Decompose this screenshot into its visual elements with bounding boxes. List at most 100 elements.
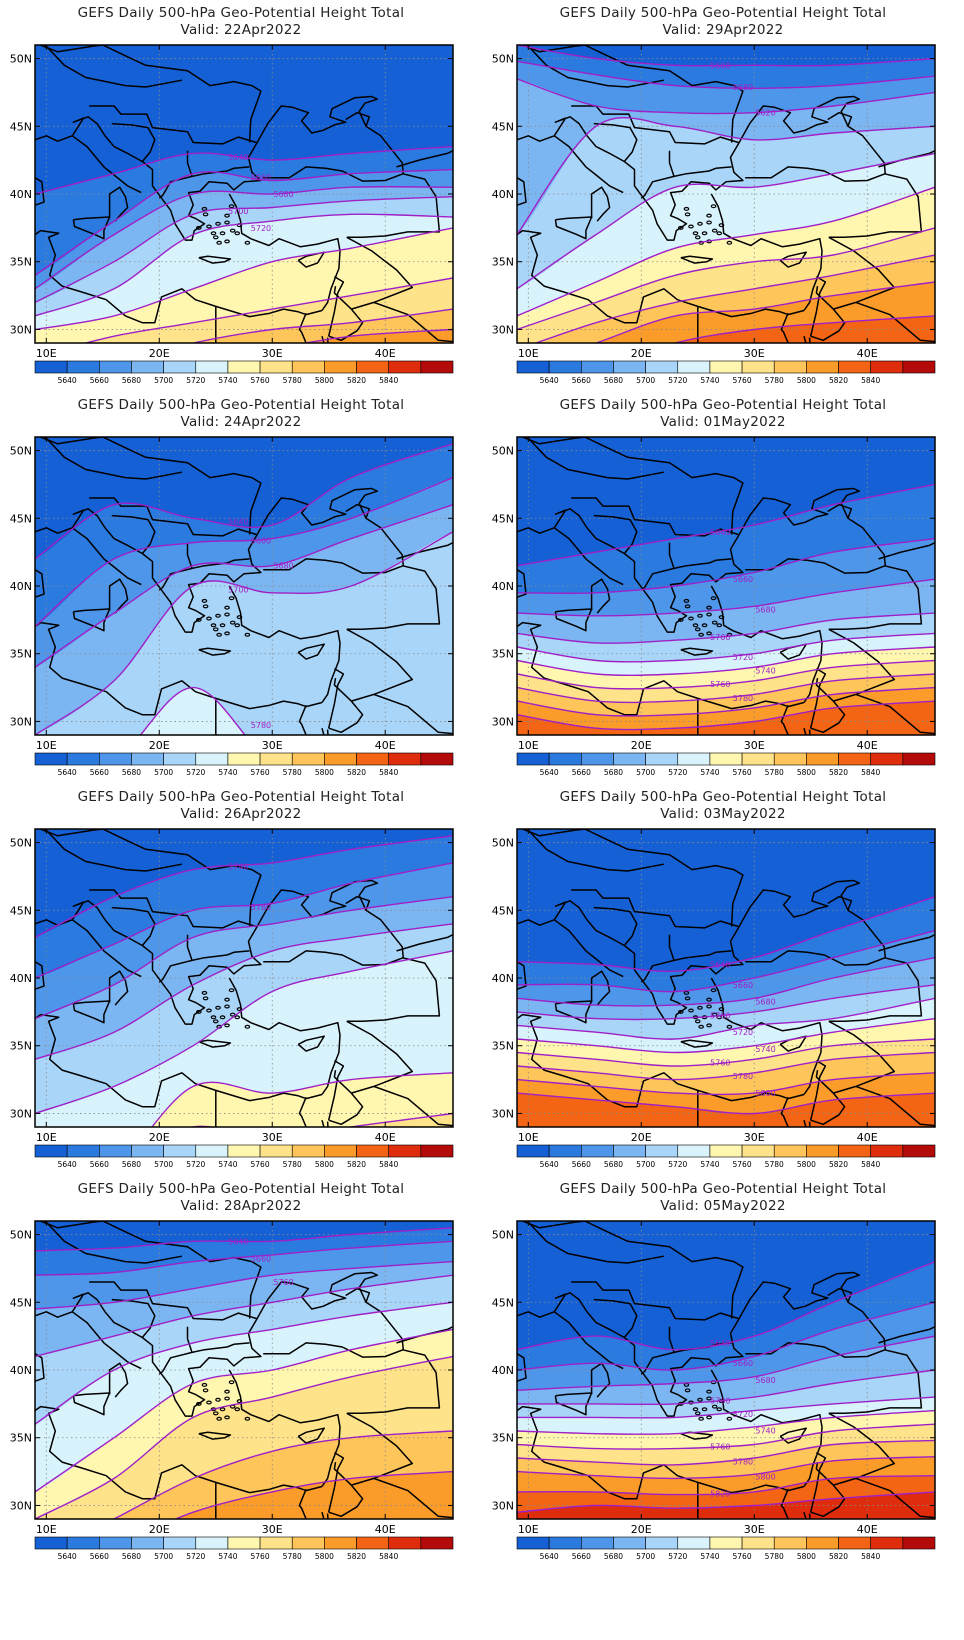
contour-label: 5640 <box>228 153 248 162</box>
island <box>706 1389 712 1394</box>
colorbar-swatch <box>806 1536 839 1550</box>
lat-label: 30N <box>10 715 32 728</box>
colorbar-swatch <box>902 1536 936 1550</box>
colorbar-swatch <box>356 1144 389 1158</box>
coastline <box>44 437 183 480</box>
contour-label: 5760 <box>710 1443 730 1452</box>
lon-label: 40E <box>857 347 878 360</box>
colorbar-label: 5840 <box>861 1552 880 1561</box>
island <box>215 1397 221 1402</box>
height-band <box>517 1093 935 1127</box>
colorbar-label: 5720 <box>668 376 687 385</box>
colorbar-label: 5660 <box>90 768 109 777</box>
coastline <box>779 251 807 268</box>
contour-line <box>517 1051 935 1081</box>
island <box>710 988 717 993</box>
coastline <box>526 1221 665 1264</box>
coastline <box>810 308 846 342</box>
lat-label: 40N <box>492 580 514 593</box>
coastline <box>297 643 325 660</box>
colorbar-label: 5720 <box>668 768 687 777</box>
colorbar-swatch <box>677 1144 711 1158</box>
lat-label: 35N <box>492 256 514 269</box>
coastline <box>346 172 441 239</box>
island <box>219 1407 226 1412</box>
lat-label: 35N <box>492 1040 514 1053</box>
map-svg: 5640566056805700572057405760578058005820… <box>492 1220 936 1561</box>
coastline <box>779 643 807 660</box>
island <box>678 617 684 622</box>
colorbar-label: 5640 <box>58 1160 77 1169</box>
panel-valid-date: Valid: 01May2022 <box>660 414 786 430</box>
colorbar-label: 5800 <box>315 1552 334 1561</box>
colorbar-label: 5840 <box>379 376 398 385</box>
island <box>219 231 226 236</box>
colorbar-label: 5640 <box>58 768 77 777</box>
colorbar-swatch <box>420 752 454 766</box>
colorbar-swatch <box>677 752 711 766</box>
coastline <box>198 647 232 656</box>
contour-label: 5660 <box>733 575 753 584</box>
contour-line <box>517 227 935 331</box>
coastline <box>108 970 129 1006</box>
contour-line <box>35 476 453 628</box>
colorbar-label: 5840 <box>379 1552 398 1561</box>
coastline <box>553 135 624 194</box>
coastline <box>373 301 453 343</box>
island <box>710 596 717 601</box>
colorbar-label: 5800 <box>797 1552 816 1561</box>
colorbar-swatch <box>709 1144 743 1158</box>
lat-label: 30N <box>492 1499 514 1512</box>
coastline <box>228 1369 341 1487</box>
contour-label: 5700 <box>710 1396 730 1405</box>
colorbar-swatch <box>66 1144 100 1158</box>
contour-label: 5680 <box>273 190 293 199</box>
colorbar-swatch <box>388 752 422 766</box>
lat-label: 35N <box>10 648 32 661</box>
contour-line <box>534 254 935 343</box>
coastline <box>517 487 887 633</box>
coastline <box>571 105 739 145</box>
lat-label: 50N <box>10 837 32 850</box>
coastline <box>327 1059 345 1121</box>
map-panel: GEFS Daily 500-hPa Geo-Potential Height … <box>482 784 964 1194</box>
island <box>706 1415 712 1420</box>
coastline <box>226 558 250 564</box>
colorbar-label: 5660 <box>572 1552 591 1561</box>
colorbar-label: 5720 <box>668 1552 687 1561</box>
coastline <box>396 934 453 952</box>
contour-line <box>35 227 453 331</box>
island <box>697 1397 703 1402</box>
colorbar-label: 5840 <box>861 376 880 385</box>
colorbar-swatch <box>870 752 904 766</box>
colorbar-swatch <box>195 1536 229 1550</box>
contour-line <box>35 896 453 1020</box>
panel-valid-date: Valid: 03May2022 <box>660 806 786 822</box>
colorbar-label: 5800 <box>797 376 816 385</box>
colorbar-label: 5640 <box>540 1552 559 1561</box>
contour-line <box>35 950 453 1115</box>
island <box>224 1396 230 1401</box>
coastline <box>89 1281 257 1321</box>
coastline <box>810 1092 846 1126</box>
colorbar-label: 5680 <box>122 768 141 777</box>
colorbar-label: 5760 <box>251 376 270 385</box>
lat-label: 30N <box>492 323 514 336</box>
lat-label: 50N <box>10 445 32 458</box>
coastline <box>328 308 364 342</box>
contour-label: 5760 <box>710 1059 730 1068</box>
coastline <box>345 1287 371 1303</box>
colorbar-swatch <box>902 1144 936 1158</box>
contour-line <box>517 537 935 594</box>
contour-line <box>517 673 935 704</box>
colorbar-swatch <box>99 1536 132 1550</box>
island <box>706 1396 712 1401</box>
colorbar-swatch <box>516 1144 550 1158</box>
contour-line <box>517 1072 935 1096</box>
island <box>692 623 699 628</box>
height-band <box>175 1471 453 1519</box>
contour-line <box>517 186 935 317</box>
colorbar-swatch <box>548 360 582 374</box>
colorbar-label: 5640 <box>58 376 77 385</box>
